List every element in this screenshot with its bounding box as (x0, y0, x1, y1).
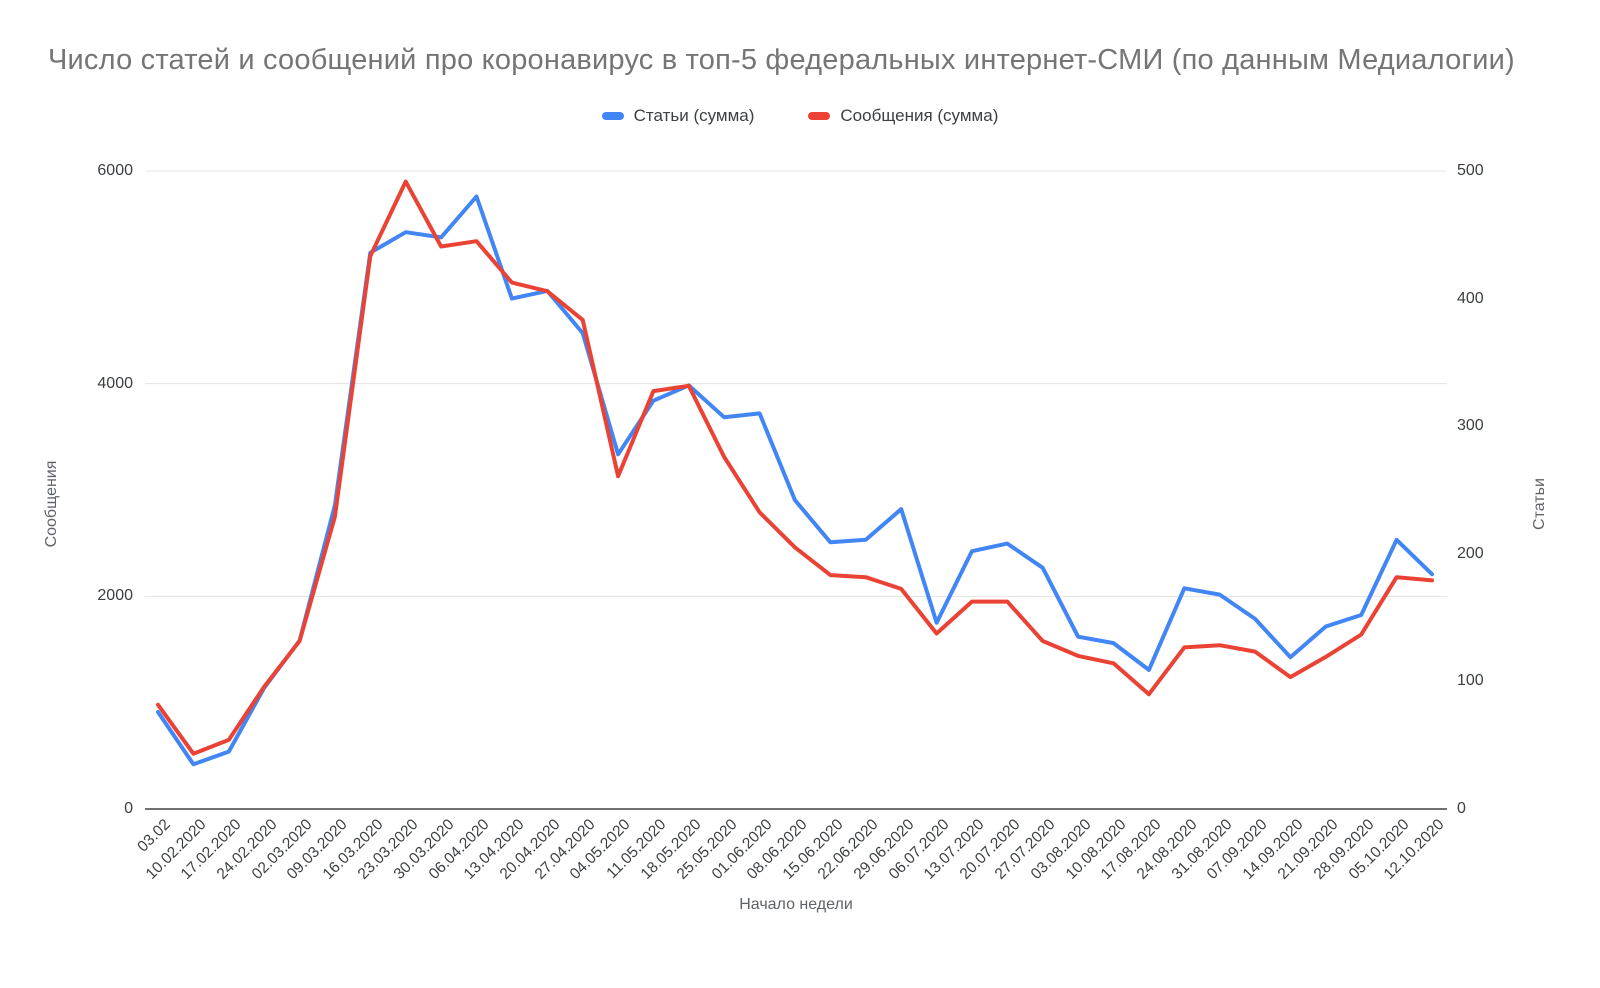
y-tick-label-right: 500 (1457, 162, 1484, 179)
y-axis-title-right: Статьи (1531, 478, 1548, 530)
y-tick-label-left: 0 (124, 800, 133, 817)
y-tick-label-left: 2000 (97, 587, 133, 605)
legend-item-messages: Сообщения (сумма) (808, 106, 998, 126)
y-tick-label-right: 300 (1457, 417, 1484, 435)
y-tick-label-right: 0 (1457, 800, 1466, 817)
y-tick-label-left: 4000 (97, 374, 133, 392)
legend: Статьи (сумма) Сообщения (сумма) (0, 106, 1600, 126)
articles-line (156, 194, 1434, 767)
legend-swatch-messages (808, 112, 831, 120)
y-tick-label-right: 100 (1457, 672, 1484, 690)
y-tick-label-right: 200 (1457, 544, 1484, 562)
y-tick-label-left: 6000 (97, 162, 133, 179)
y-tick-label-right: 400 (1457, 289, 1484, 307)
messages-line (156, 179, 1434, 756)
legend-label-articles: Статьи (сумма) (633, 106, 755, 125)
legend-swatch-articles (601, 112, 624, 120)
legend-item-articles: Статьи (сумма) (601, 106, 755, 126)
legend-label-messages: Сообщения (сумма) (840, 106, 999, 125)
y-axis-title-left: Сообщения (43, 460, 60, 548)
x-axis-title: Начало недели (739, 896, 853, 913)
chart-title: Число статей и сообщений про коронавирус… (48, 44, 1515, 76)
